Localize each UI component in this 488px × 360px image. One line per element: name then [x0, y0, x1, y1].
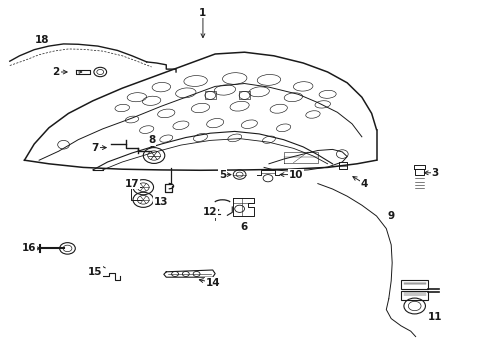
Text: 10: 10 [288, 170, 303, 180]
Text: 5: 5 [219, 170, 225, 180]
Text: 17: 17 [124, 179, 139, 189]
Bar [239, 91, 249, 99]
Text: 15: 15 [88, 267, 102, 277]
Text: 13: 13 [154, 197, 168, 207]
Text: 18: 18 [34, 35, 49, 45]
Text: 2: 2 [53, 67, 60, 77]
Bar [400, 291, 427, 300]
Text: 12: 12 [203, 207, 217, 217]
Text: 3: 3 [431, 168, 438, 178]
Text: 6: 6 [241, 222, 247, 232]
Text: 9: 9 [387, 211, 394, 221]
Text: 4: 4 [360, 179, 367, 189]
Text: 1: 1 [199, 8, 206, 18]
Text: 11: 11 [427, 312, 442, 322]
Text: 8: 8 [148, 135, 155, 145]
Text: 14: 14 [205, 278, 220, 288]
Text: 16: 16 [22, 243, 37, 253]
Bar [400, 280, 427, 289]
Text: 7: 7 [91, 143, 99, 153]
Bar [204, 91, 215, 99]
